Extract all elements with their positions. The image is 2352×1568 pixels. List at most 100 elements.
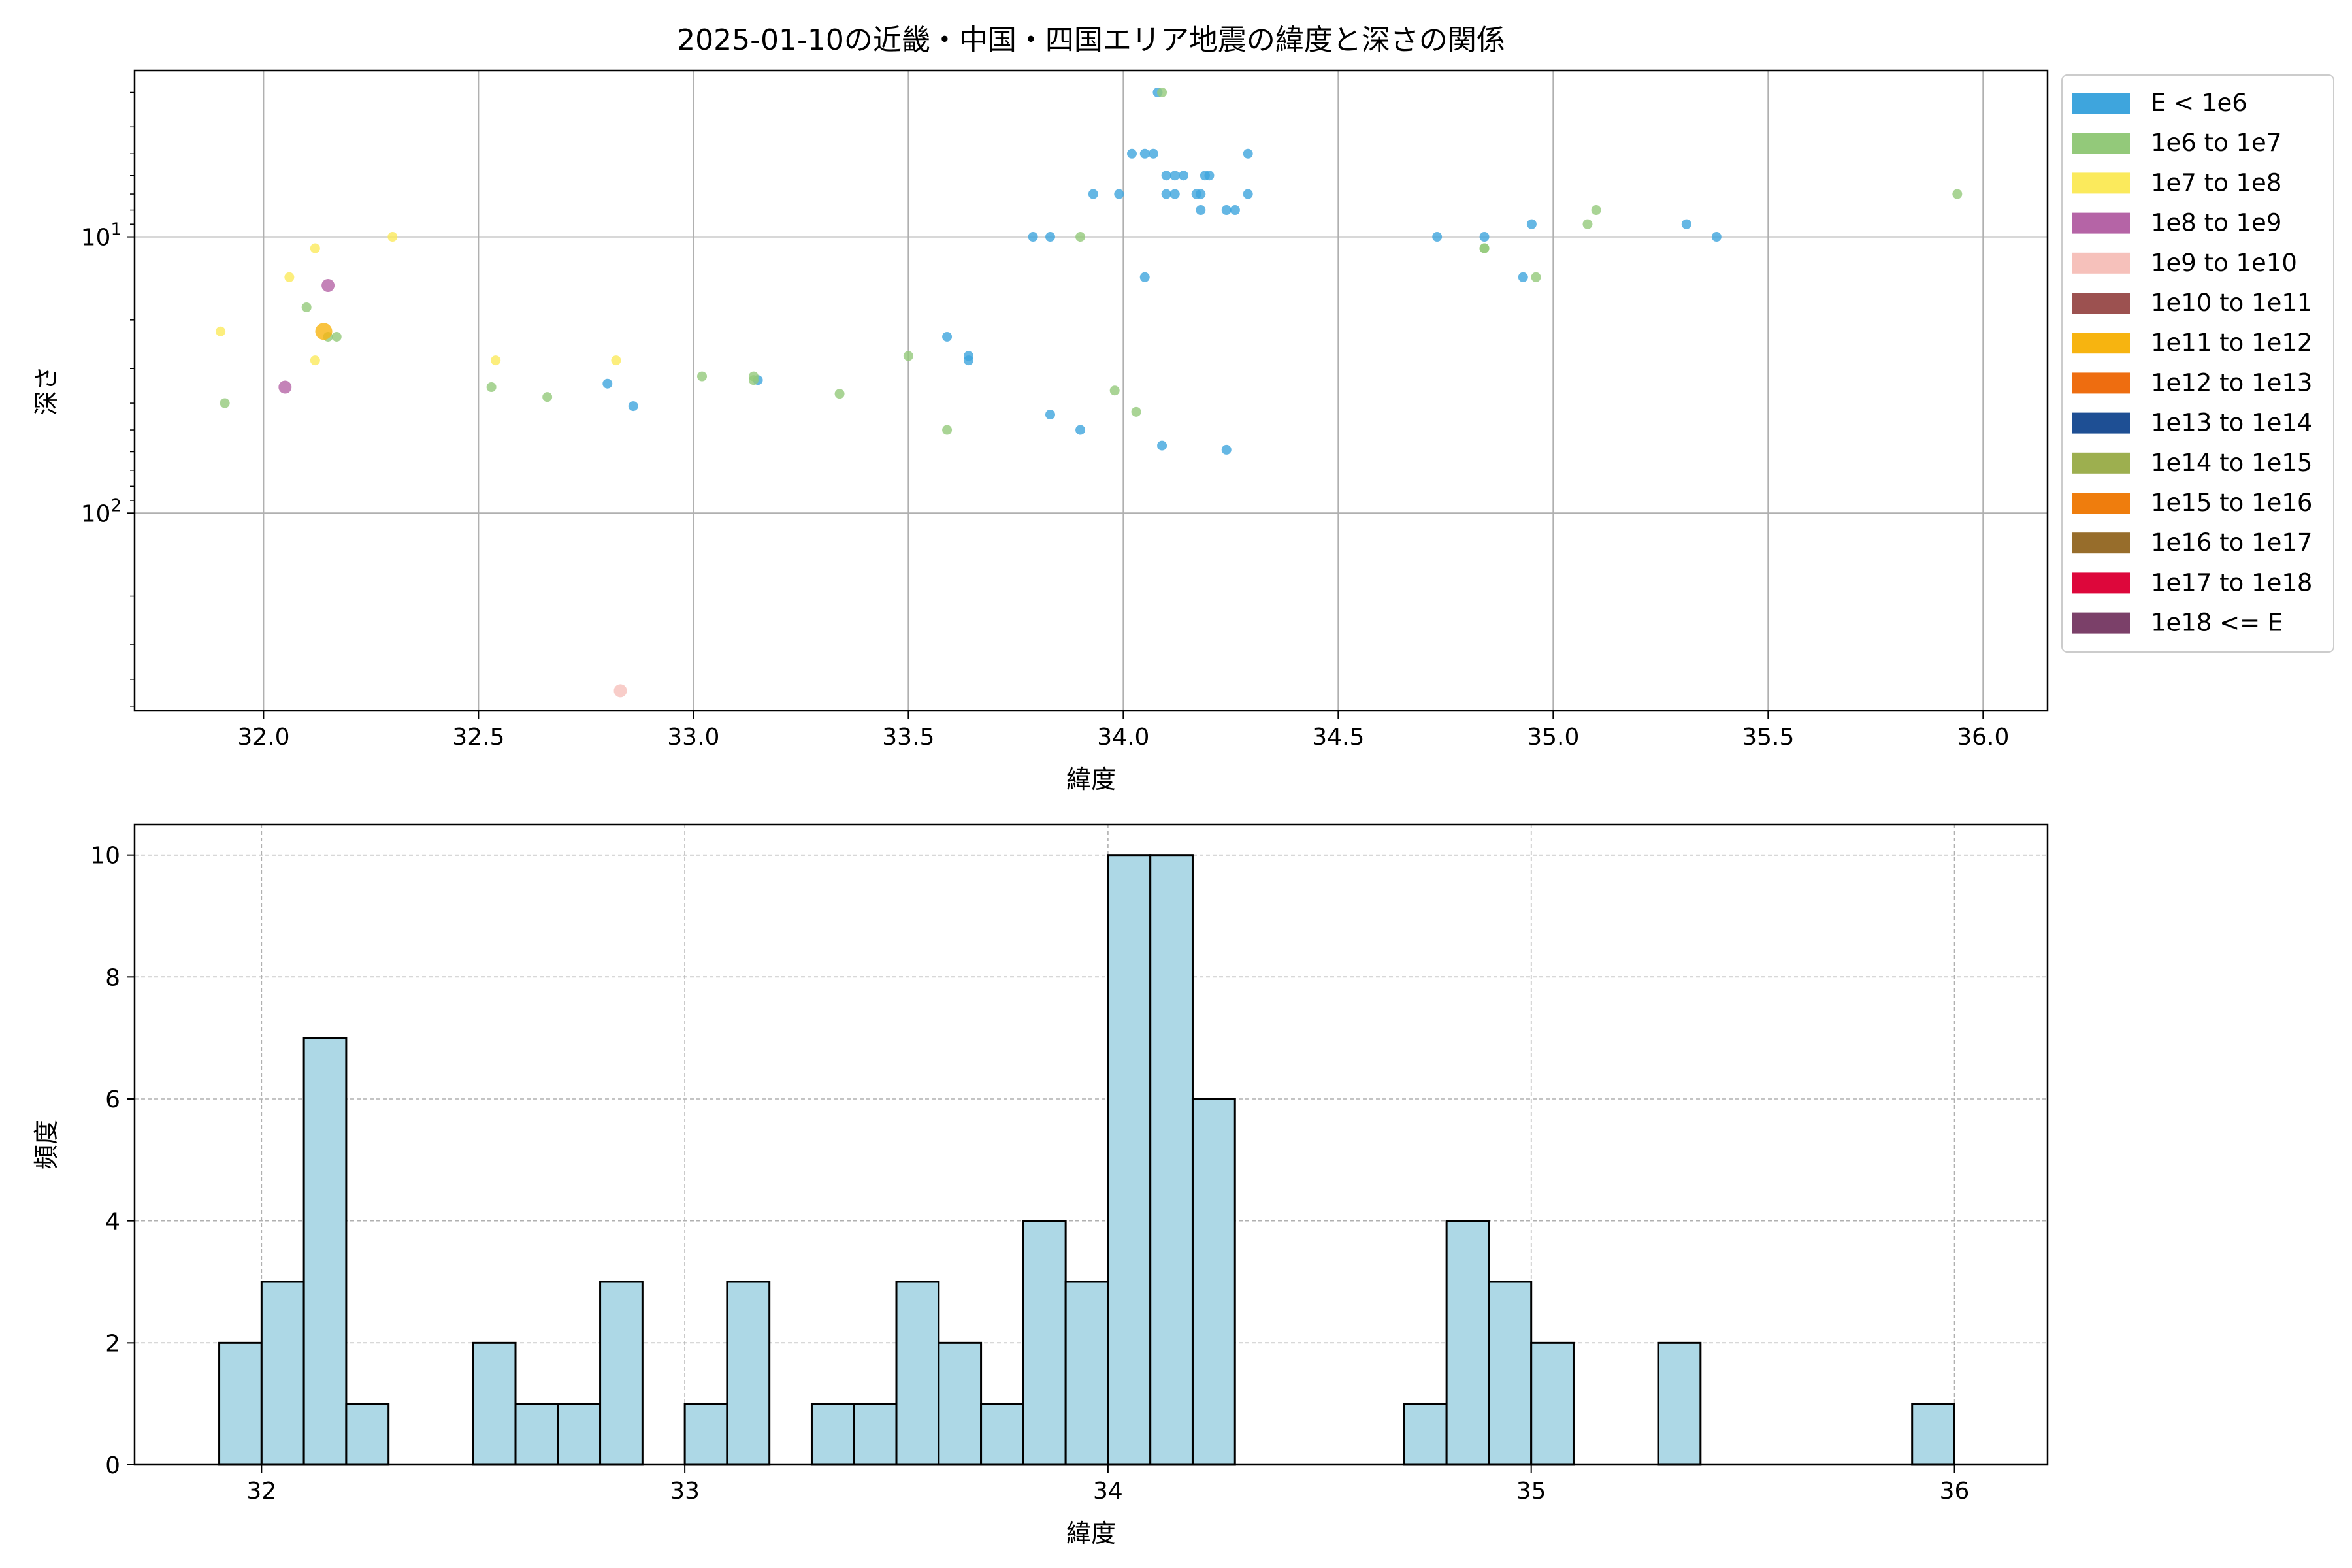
histogram-y-tick-label: 10	[90, 843, 120, 870]
legend-swatch	[2072, 293, 2130, 314]
histogram-y-tick-label: 0	[105, 1452, 120, 1479]
scatter-point	[1221, 444, 1232, 455]
legend-label: 1e18 <= E	[2151, 609, 2283, 637]
scatter-point	[1075, 425, 1086, 435]
scatter-point	[1221, 205, 1232, 216]
legend-label: 1e13 to 1e14	[2151, 409, 2312, 437]
scatter-point	[942, 331, 953, 342]
scatter-point	[602, 378, 613, 389]
scatter-point	[942, 425, 953, 435]
scatter-point	[1591, 205, 1601, 216]
legend-swatch	[2072, 452, 2130, 474]
legend-label: 1e10 to 1e11	[2151, 289, 2312, 317]
scatter-y-axis-label: 深さ	[32, 366, 61, 416]
scatter-point	[1139, 272, 1150, 282]
histogram-bar	[302, 1037, 348, 1466]
histogram-bar	[557, 1403, 602, 1466]
scatter-point	[1169, 171, 1180, 181]
scatter-point	[1518, 272, 1528, 282]
histogram-bar	[895, 1281, 940, 1466]
legend-label: 1e14 to 1e15	[2151, 449, 2312, 477]
scatter-point	[315, 323, 333, 340]
histogram-y-tick-label: 8	[105, 964, 120, 991]
histogram-bar	[810, 1403, 855, 1466]
histogram-plot-frame	[133, 823, 2049, 1466]
histogram-x-tick-label: 33	[670, 1478, 700, 1505]
scatter-point	[331, 331, 342, 342]
histogram-bar	[1657, 1341, 1702, 1466]
histogram-x-axis-label: 緯度	[1066, 1519, 1116, 1548]
histogram-bar	[726, 1281, 771, 1466]
scatter-plot-frame	[133, 69, 2049, 712]
histogram-y-tick-label: 6	[105, 1086, 120, 1113]
scatter-point	[1157, 87, 1168, 97]
legend-swatch	[2072, 212, 2130, 234]
depth-scatter-chart: 2025-01-10の近畿・中国・四国エリア地震の緯度と深さの関係 32.0 32…	[32, 24, 2334, 794]
histogram-bar	[514, 1403, 559, 1466]
histogram-bar	[599, 1281, 644, 1466]
scatter-x-tick-label: 35.5	[1742, 724, 1794, 751]
scatter-x-tick-label: 32.0	[237, 724, 289, 751]
legend-label: 1e17 to 1e18	[2151, 568, 2312, 596]
scatter-y-tick-label: 101	[81, 220, 122, 252]
scatter-x-tick-label: 36.0	[1957, 724, 2009, 751]
scatter-x-tick-label: 35.0	[1527, 724, 1579, 751]
scatter-point	[1148, 148, 1158, 159]
scatter-x-axis-label: 緯度	[1066, 765, 1116, 794]
scatter-point	[1952, 189, 1963, 199]
scatter-point	[1075, 232, 1086, 242]
scatter-y-ticks: 101 102	[81, 220, 135, 527]
scatter-point	[542, 392, 553, 402]
histogram-bar	[472, 1341, 517, 1466]
histogram-bar	[260, 1281, 305, 1466]
scatter-point	[1045, 410, 1055, 420]
histogram-bar	[1149, 854, 1194, 1466]
scatter-point	[1681, 219, 1691, 229]
legend-swatch	[2072, 412, 2130, 434]
histogram-y-tick-label: 2	[105, 1330, 120, 1357]
scatter-point	[748, 375, 759, 385]
histogram-bars	[218, 854, 1955, 1466]
scatter-x-tick-label: 34.0	[1097, 724, 1149, 751]
histogram-y-axis-label: 頻度	[32, 1120, 61, 1169]
histogram-bar	[1403, 1403, 1448, 1466]
legend-swatch	[2072, 493, 2130, 514]
legend-label: 1e7 to 1e8	[2151, 169, 2281, 197]
legend-label: E < 1e6	[2151, 89, 2247, 117]
scatter-point	[1131, 406, 1141, 417]
histogram-bar	[1064, 1281, 1109, 1466]
scatter-point	[321, 278, 335, 292]
scatter-x-tick-label: 33.5	[882, 724, 934, 751]
scatter-point	[834, 389, 845, 399]
legend-swatch	[2072, 172, 2130, 194]
scatter-point	[963, 355, 973, 366]
histogram-bar	[1191, 1098, 1236, 1466]
histogram-bar	[345, 1403, 390, 1466]
scatter-point	[1243, 148, 1253, 159]
histogram-x-tick-label: 36	[1940, 1478, 1970, 1505]
scatter-point	[1711, 232, 1722, 242]
scatter-point	[1230, 205, 1240, 216]
scatter-point	[1479, 243, 1490, 253]
histogram-bar	[218, 1341, 263, 1466]
legend-label: 1e9 to 1e10	[2151, 249, 2297, 277]
latitude-histogram-chart: 32 33 34 35 36 0 2 4 6 8 10 緯度 頻度	[32, 823, 2049, 1548]
scatter-point	[1178, 171, 1188, 181]
scatter-point	[611, 355, 621, 366]
legend-swatch	[2072, 572, 2130, 594]
scatter-point	[1157, 440, 1168, 451]
histogram-x-tick-label: 34	[1093, 1478, 1123, 1505]
legend-label: 1e11 to 1e12	[2151, 329, 2312, 357]
histogram-bar	[683, 1403, 728, 1466]
scatter-x-tick-label: 33.0	[667, 724, 719, 751]
histogram-bar	[1911, 1403, 1955, 1466]
scatter-point	[613, 684, 627, 698]
scatter-point	[1161, 171, 1171, 181]
scatter-y-tick-label: 102	[81, 496, 122, 527]
histogram-bar	[1445, 1220, 1490, 1466]
legend-box	[2061, 74, 2334, 653]
scatter-point	[1196, 205, 1206, 216]
scatter-point	[301, 302, 312, 312]
scatter-x-ticks: 32.0 32.5 33.0 33.5 34.0 34.5 35.0 35.5 36.0	[237, 711, 2009, 751]
